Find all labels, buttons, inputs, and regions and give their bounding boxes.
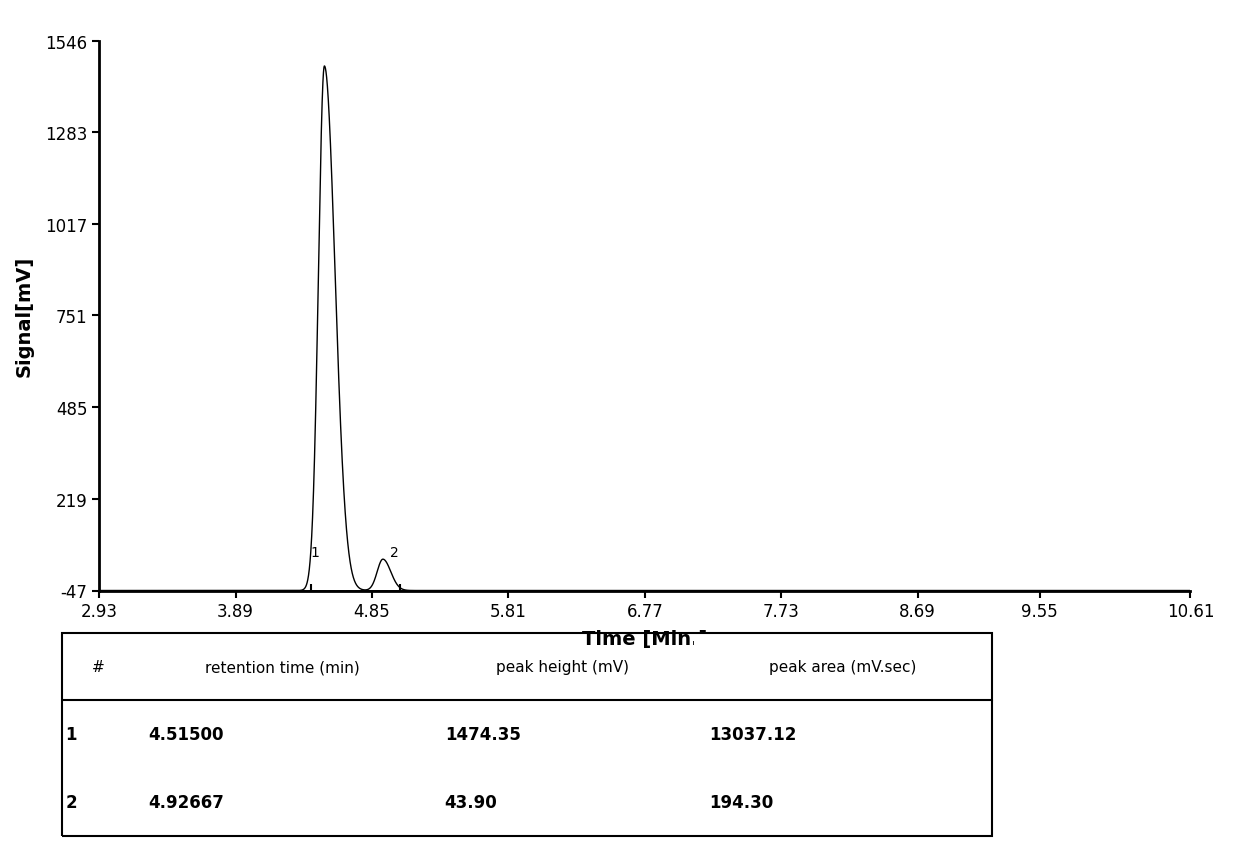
Text: 1: 1 (310, 545, 319, 560)
Y-axis label: Signal[mV]: Signal[mV] (15, 256, 33, 377)
Text: 2: 2 (391, 545, 399, 560)
X-axis label: Time [Min.]: Time [Min.] (582, 629, 708, 648)
